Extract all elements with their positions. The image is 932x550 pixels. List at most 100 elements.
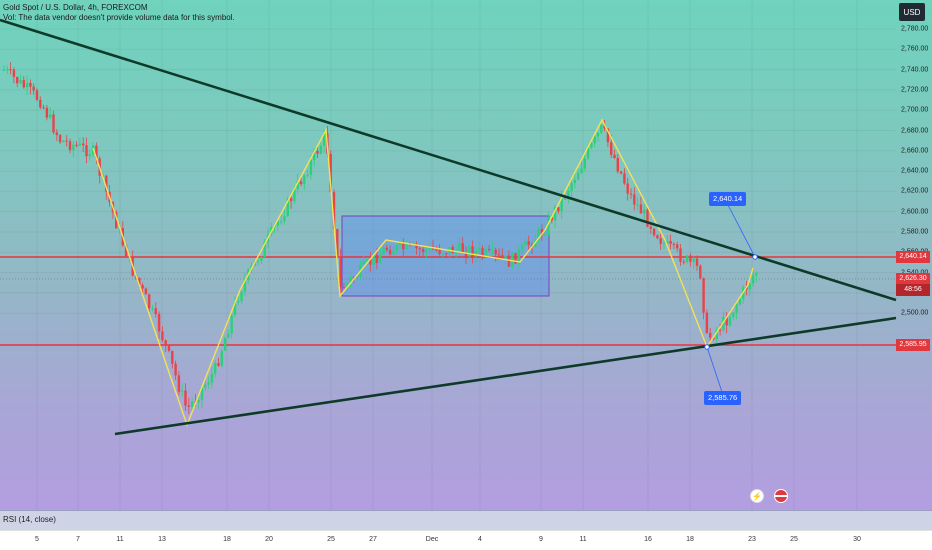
candle-body: [669, 240, 672, 244]
candle-body: [728, 317, 732, 326]
price-chart[interactable]: [0, 0, 932, 510]
candle-body: [735, 304, 738, 313]
candle-body: [105, 175, 108, 192]
candle-body: [382, 247, 385, 255]
candle-body: [313, 151, 316, 160]
candle-body: [520, 244, 524, 250]
candle-body: [428, 246, 431, 250]
support-anchor-point[interactable]: [704, 344, 710, 350]
candle-body: [649, 226, 652, 229]
candle-body: [95, 145, 98, 159]
candle-body: [365, 259, 369, 262]
candle-body: [148, 294, 151, 309]
candle-body: [200, 387, 204, 401]
currency-button[interactable]: USD: [899, 3, 925, 21]
candle-body: [283, 216, 286, 222]
candle-body: [537, 229, 540, 240]
candle-body: [332, 192, 336, 230]
symbol-title[interactable]: Gold Spot / U.S. Dollar, 4h, FOREXCOM: [3, 3, 148, 12]
candle-body: [402, 242, 405, 250]
candle-body: [184, 390, 187, 406]
ascending-trendline[interactable]: [114, 316, 897, 436]
candle-body: [78, 143, 82, 146]
candle-body: [16, 77, 19, 84]
candle-body: [471, 246, 474, 257]
candle-body: [646, 209, 649, 227]
candle-body: [732, 312, 735, 318]
candle-body: [316, 151, 319, 154]
time-tick: 23: [748, 536, 756, 543]
time-axis[interactable]: 5 7 11 13 18 20 25 27 Dec 4 9 11 16 18 23 25 30: [0, 530, 932, 550]
price-tick: 2,720.00: [901, 86, 929, 94]
candle-body: [527, 241, 530, 245]
candle-body: [676, 244, 679, 249]
candle-body: [161, 331, 164, 341]
candle-body: [596, 132, 600, 137]
candle-body: [154, 308, 157, 315]
time-tick: 18: [223, 536, 231, 543]
current-price-label: 2,626.30: [896, 273, 930, 285]
candle-body: [497, 254, 501, 256]
rsi-label[interactable]: RSI (14, close): [3, 515, 56, 524]
candle-body: [385, 247, 388, 250]
candle-body: [2, 69, 6, 71]
zigzag-pattern[interactable]: [92, 118, 754, 428]
candle-body: [494, 249, 497, 255]
candle-body: [573, 179, 577, 184]
candle-body: [705, 312, 709, 333]
us-flag-icon[interactable]: [774, 489, 788, 503]
candle-body: [659, 238, 662, 244]
candle-body: [547, 217, 550, 235]
candle-body: [468, 246, 471, 257]
candle-body: [636, 204, 639, 206]
candle-body: [309, 159, 313, 175]
candle-body: [709, 332, 712, 338]
candle-body: [220, 350, 223, 366]
lower-price-callout[interactable]: 2,585.76: [704, 391, 742, 405]
candle-body: [421, 248, 425, 253]
candle-body: [560, 196, 563, 212]
candle-body: [339, 256, 342, 288]
candle-body: [616, 157, 619, 172]
candle-body: [171, 350, 174, 364]
candle-body: [138, 277, 141, 285]
candle-body: [672, 243, 676, 245]
candle-body: [68, 141, 72, 151]
time-tick: 20: [265, 536, 273, 543]
candle-body: [25, 82, 29, 88]
resistance-anchor-point[interactable]: [752, 254, 758, 260]
candle-body: [306, 174, 309, 176]
candle-body: [577, 173, 580, 180]
candle-body: [214, 363, 217, 374]
price-tick: 2,700.00: [901, 106, 929, 114]
candle-body: [197, 400, 200, 403]
candle-body: [583, 158, 586, 169]
descending-trendline[interactable]: [0, 18, 897, 302]
candle-body: [544, 234, 547, 236]
candle-body: [299, 181, 303, 185]
lightning-icon[interactable]: ⚡: [750, 489, 764, 503]
candle-body: [652, 228, 656, 236]
candle-body: [487, 249, 491, 251]
candle-body: [276, 221, 280, 226]
candle-body: [415, 243, 418, 249]
candle-body: [322, 133, 326, 146]
price-tick: 2,680.00: [901, 127, 929, 134]
candle-body: [223, 338, 227, 351]
candle-body: [362, 261, 365, 265]
candle-body: [692, 258, 695, 262]
candle-body: [461, 243, 464, 253]
candle-body: [580, 168, 583, 174]
rsi-indicator-pane[interactable]: RSI (14, close): [0, 510, 932, 530]
candle-body: [187, 405, 190, 407]
candle-body: [115, 212, 118, 229]
time-tick: 5: [35, 536, 39, 543]
candle-body: [524, 241, 527, 245]
candle-body: [6, 69, 9, 71]
candle-body: [55, 132, 58, 136]
lower-callout-pointer: [706, 346, 723, 393]
upper-price-callout[interactable]: 2,640.14: [709, 192, 747, 206]
candle-body: [230, 315, 233, 334]
candle-body: [204, 384, 207, 388]
chart-area[interactable]: Gold Spot / U.S. Dollar, 4h, FOREXCOM Vo…: [0, 0, 932, 510]
